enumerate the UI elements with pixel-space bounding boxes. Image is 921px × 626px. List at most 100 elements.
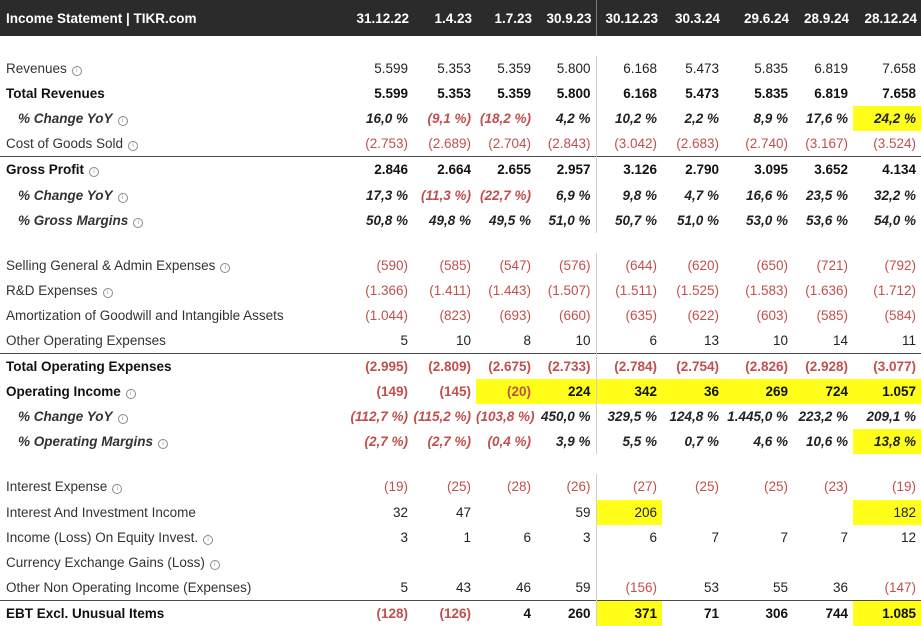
- info-icon[interactable]: i: [209, 559, 220, 570]
- period-header[interactable]: 28.9.24: [793, 0, 853, 36]
- value-text: (3.167): [805, 136, 848, 152]
- value-text: 124,8 %: [669, 409, 719, 425]
- value-cell: 3.652: [793, 156, 853, 183]
- value-cell: [724, 550, 793, 575]
- info-icon[interactable]: i: [71, 66, 82, 77]
- value-text: (2.826): [745, 359, 788, 375]
- value-text: 1.085: [882, 605, 916, 621]
- value-cell: (576): [536, 253, 596, 278]
- value-text: 43: [455, 579, 471, 595]
- value-cell: 7.658: [853, 81, 921, 106]
- value-cell: 5.353: [413, 56, 476, 81]
- value-text: 5.359: [497, 86, 531, 102]
- value-cell: (823): [413, 303, 476, 328]
- value-cell: 53: [662, 575, 724, 601]
- value-text: (9,1 %): [427, 111, 471, 127]
- value-text: 17,6 %: [805, 111, 848, 127]
- value-cell: 5.599: [350, 56, 413, 81]
- value-text: (1.366): [365, 282, 408, 298]
- value-text: (112,7 %): [350, 409, 408, 425]
- row-label: % Operating Margins i: [0, 429, 350, 454]
- period-header[interactable]: 30.3.24: [662, 0, 724, 36]
- value-text: 5.353: [437, 61, 471, 77]
- value-text: 5,5 %: [622, 434, 657, 450]
- value-text: 4: [523, 605, 531, 621]
- period-header[interactable]: 28.12.24: [853, 0, 921, 36]
- value-cell: (128): [350, 599, 413, 626]
- info-icon[interactable]: i: [158, 439, 169, 450]
- value-text: (792): [884, 257, 916, 273]
- row-label: Cost of Goods Sold i: [0, 131, 350, 157]
- period-header[interactable]: 30.9.23: [536, 0, 596, 36]
- spacer-row: [0, 454, 921, 474]
- value-cell: 5.835: [724, 81, 793, 106]
- row-label-text: R&D Expenses: [6, 282, 98, 298]
- period-header[interactable]: 1.7.23: [476, 0, 536, 36]
- value-cell: 13,8 %: [853, 429, 921, 455]
- info-icon[interactable]: i: [125, 389, 136, 400]
- value-text: (25): [763, 479, 788, 495]
- value-text: 2.790: [685, 162, 719, 178]
- value-text: 1.445,0 %: [727, 409, 788, 425]
- value-cell: (590): [350, 253, 413, 278]
- value-text: (11,3 %): [420, 187, 471, 203]
- value-text: (585): [439, 257, 471, 273]
- value-text: 6.819: [814, 61, 848, 77]
- value-cell: 49,5 %: [476, 208, 536, 233]
- period-header[interactable]: 29.6.24: [724, 0, 793, 36]
- value-cell: (1.525): [662, 278, 724, 303]
- value-text: 50,7 %: [614, 212, 657, 228]
- value-text: 182: [893, 504, 916, 520]
- row-label-text: Other Non Operating Income (Expenses): [6, 579, 252, 595]
- value-text: (2.784): [614, 359, 657, 375]
- info-icon[interactable]: i: [117, 116, 128, 127]
- value-cell: (635): [595, 302, 662, 328]
- info-icon[interactable]: i: [117, 414, 128, 425]
- period-header[interactable]: 1.4.23: [413, 0, 476, 36]
- value-cell: (20): [476, 379, 536, 405]
- value-text: 7.658: [882, 61, 916, 77]
- value-cell: 371: [595, 599, 662, 626]
- value-text: 8,9 %: [753, 111, 788, 127]
- value-cell: 71: [662, 599, 724, 626]
- table-body: Revenues i 5.599 5.353 5.359 5.800 6.168 5.473 5…: [0, 36, 921, 626]
- table-row: R&D Expenses i (1.366) (1.411) (1.443) (1.507…: [0, 277, 921, 303]
- period-header[interactable]: 31.12.22: [350, 0, 413, 36]
- value-text: (1.712): [873, 282, 916, 298]
- table-row: EBT Excl. Unusual Items (128) (126) 4 260 371…: [0, 599, 921, 626]
- row-label-text: Total Operating Expenses: [6, 359, 172, 375]
- value-cell: 59: [536, 500, 596, 525]
- value-text: 59: [575, 504, 591, 520]
- value-text: (693): [499, 307, 531, 323]
- value-text: (25): [446, 479, 471, 495]
- period-header[interactable]: 30.12.23: [595, 0, 662, 36]
- value-cell: 5,5 %: [595, 429, 662, 455]
- value-cell: (28): [476, 474, 536, 499]
- row-label-text: % Change YoY: [18, 111, 113, 127]
- table-row: Income (Loss) On Equity Invest. i 3 1 6 3 6 7 7 7…: [0, 524, 921, 550]
- info-icon[interactable]: i: [112, 484, 123, 495]
- value-text: (3.042): [614, 136, 657, 152]
- value-text: 12: [900, 529, 916, 545]
- value-cell: 7.658: [853, 56, 921, 81]
- value-text: 6.819: [814, 86, 848, 102]
- value-text: 5.599: [374, 86, 408, 102]
- info-icon[interactable]: i: [117, 192, 128, 203]
- value-text: (156): [625, 579, 657, 595]
- info-icon[interactable]: i: [203, 534, 214, 545]
- value-cell: 4,7 %: [662, 182, 724, 207]
- row-label-text: Gross Profit: [6, 162, 85, 178]
- value-cell: 24,2 %: [853, 106, 921, 132]
- info-icon[interactable]: i: [128, 141, 139, 152]
- value-text: (19): [891, 479, 916, 495]
- value-text: (22,7 %): [479, 187, 531, 203]
- value-cell: 17,3 %: [350, 182, 413, 207]
- info-icon[interactable]: i: [89, 167, 100, 178]
- info-icon[interactable]: i: [102, 287, 113, 298]
- value-text: 7: [711, 529, 719, 545]
- value-text: (1.044): [365, 307, 408, 323]
- value-text: (1.443): [488, 282, 531, 298]
- value-cell: 5.599: [350, 81, 413, 106]
- info-icon[interactable]: i: [220, 262, 231, 273]
- info-icon[interactable]: i: [133, 217, 144, 228]
